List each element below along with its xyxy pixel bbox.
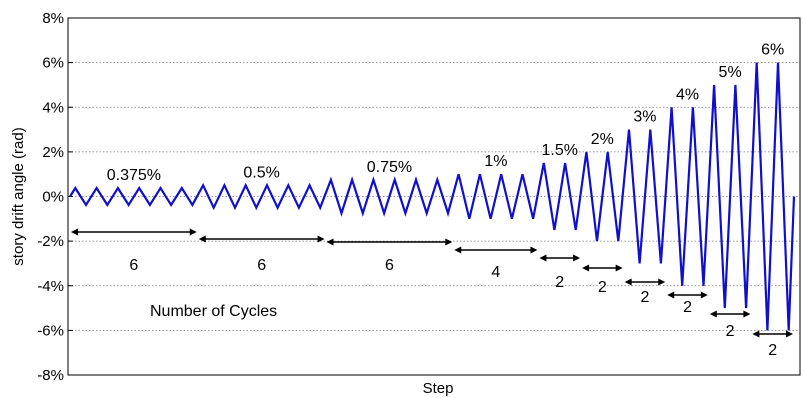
cycles-count: 6 (385, 257, 394, 274)
amplitude-label: 0.375% (107, 167, 161, 184)
cycles-count: 4 (491, 264, 500, 281)
y-tick-label: 4% (42, 99, 64, 116)
cycles-count: 6 (129, 257, 138, 274)
arrow-head-left (709, 310, 717, 318)
arrow-head-right (189, 228, 197, 236)
y-axis-ticks: 8% 6% 4% 2% 0% -2% -4% -6% -8% (37, 10, 73, 384)
amplitude-label: 1.5% (542, 142, 578, 159)
series-layer (69, 62, 796, 331)
arrow-head-right (700, 291, 708, 299)
arrow-head-right (573, 254, 581, 262)
y-tick-label: -2% (37, 233, 64, 250)
y-tick-label: 8% (42, 10, 64, 27)
amplitude-label: 4% (676, 86, 699, 103)
arrow-head-left (582, 264, 590, 272)
amplitude-label: 3% (633, 109, 656, 126)
y-axis-label: story drift angle (rad) (10, 127, 27, 265)
plot-frame (67, 17, 801, 376)
arrow-head-left (539, 254, 547, 262)
y-tick-label: 0% (42, 189, 64, 206)
arrow-head-right (530, 246, 538, 254)
amplitude-label: 0.75% (367, 159, 412, 176)
amplitude-label: 5% (719, 64, 742, 81)
y-tick-label: -6% (37, 322, 64, 339)
arrow-head-right (786, 330, 793, 338)
cycles-count: 2 (768, 342, 777, 359)
y-tick-label: 2% (42, 144, 64, 161)
arrow-head-left (454, 246, 462, 254)
arrow-head-left (326, 238, 334, 246)
arrow-head-left (667, 291, 675, 299)
arrow-head-left (71, 228, 78, 236)
cycles-count: 6 (257, 257, 266, 274)
amplitude-label: 2% (591, 131, 614, 148)
y-tick-label: -8% (37, 367, 64, 384)
amplitude-label: 0.5% (243, 164, 279, 181)
grid-lines (68, 62, 800, 331)
y-tick-label: -4% (37, 278, 64, 295)
arrow-head-left (752, 330, 760, 338)
arrow-head-left (198, 235, 206, 243)
cycles-title: Number of Cycles (150, 303, 277, 320)
annotation-layer: 0.375% 6 0.5% 6 0.75% 6 1% 4 1.5% 2 2% 2 3% 2 4% 2 5% 2 6%… (71, 42, 793, 359)
cycles-count: 2 (683, 299, 692, 316)
y-tick-label: 6% (42, 55, 64, 72)
x-axis-label: Step (423, 380, 454, 397)
arrow-head-right (445, 238, 453, 246)
arrow-head-left (624, 278, 632, 286)
arrow-head-right (743, 310, 751, 318)
cycles-count: 2 (598, 279, 607, 296)
cycles-count: 2 (555, 274, 564, 291)
arrow-head-right (658, 278, 666, 286)
arrow-head-right (615, 264, 623, 272)
amplitude-label: 1% (484, 153, 507, 170)
amplitude-label: 6% (761, 42, 784, 59)
cycles-count: 2 (726, 323, 735, 340)
arrow-head-right (317, 235, 325, 243)
cycles-count: 2 (640, 289, 649, 306)
drift-series-line (69, 62, 796, 331)
